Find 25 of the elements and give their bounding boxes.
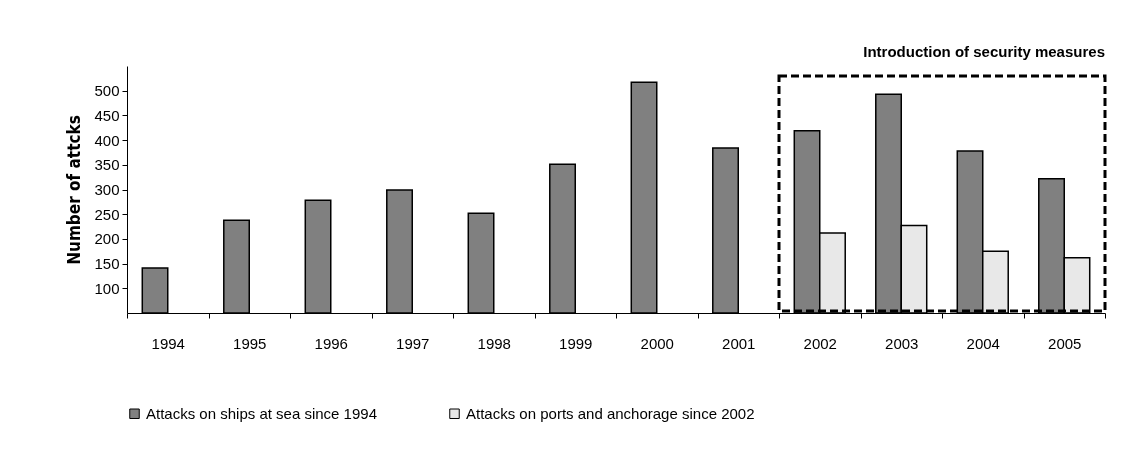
x-tick-label: 1999 <box>559 334 593 352</box>
y-tick-label: 450 <box>94 106 120 124</box>
y-tick-label: 150 <box>94 255 120 273</box>
x-tick-label: 2002 <box>803 334 837 352</box>
x-tick-label: 1995 <box>233 334 267 352</box>
x-tick-label: 2001 <box>722 334 756 352</box>
x-tick-label: 1996 <box>314 334 348 352</box>
x-tick-label: 2004 <box>966 334 1000 352</box>
x-tick-label: 2005 <box>1048 334 1082 352</box>
y-tick-label: 100 <box>94 279 120 297</box>
x-tick-label: 2003 <box>885 334 919 352</box>
y-tick-label: 500 <box>94 82 120 100</box>
y-tick-label: 250 <box>94 205 120 223</box>
x-tick-label: 1994 <box>151 334 185 352</box>
x-tick-label: 1998 <box>477 334 511 352</box>
y-tick-label: 350 <box>94 156 120 174</box>
x-tick-label: 2000 <box>640 334 674 352</box>
text: Introduction of security measures <box>863 43 1105 60</box>
y-axis-title: Number of attcks <box>64 115 85 265</box>
y-tick-label: 400 <box>94 131 120 149</box>
legend-label: Attacks on ships at sea since 1994 <box>146 404 377 422</box>
legend-label: Attacks on ports and anchorage since 2002 <box>466 404 755 422</box>
y-tick-label: 300 <box>94 181 120 198</box>
y-tick-label: 200 <box>94 230 120 248</box>
x-tick-label: 1997 <box>396 334 430 352</box>
